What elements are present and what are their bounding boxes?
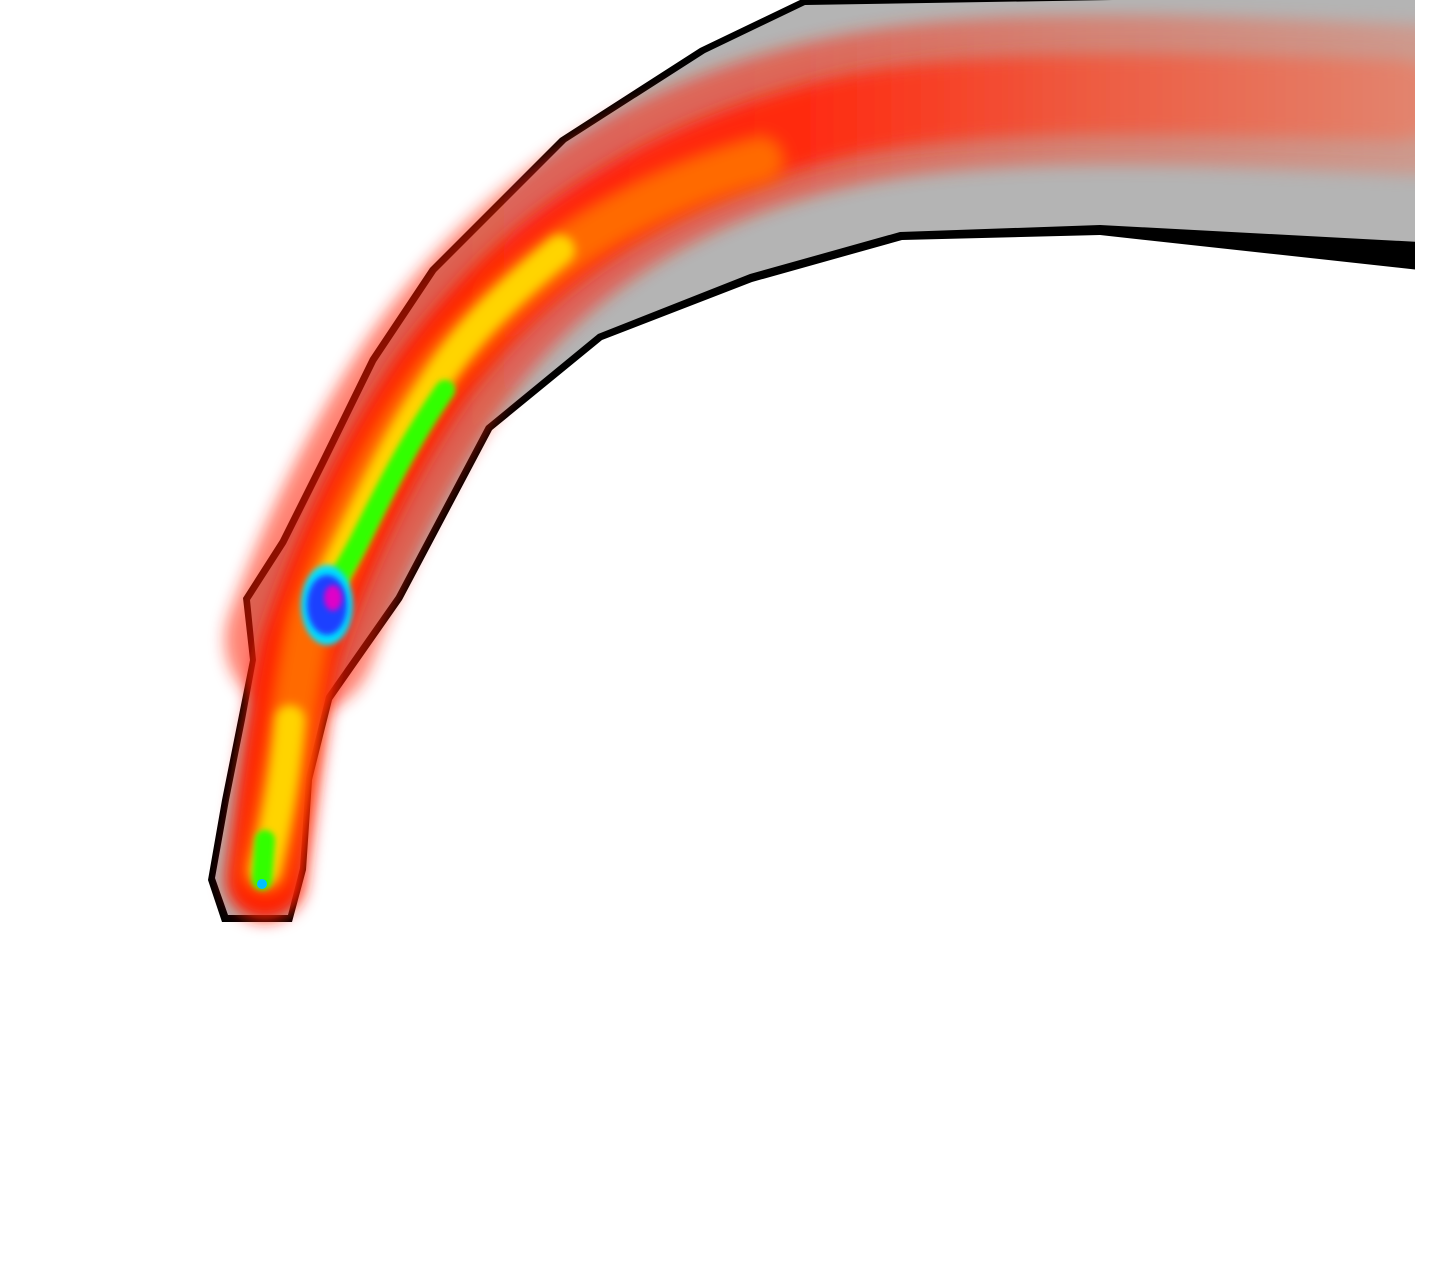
- lower-peak: [257, 879, 267, 889]
- density-band: [208, 0, 1415, 922]
- magenta-peak: [324, 585, 342, 611]
